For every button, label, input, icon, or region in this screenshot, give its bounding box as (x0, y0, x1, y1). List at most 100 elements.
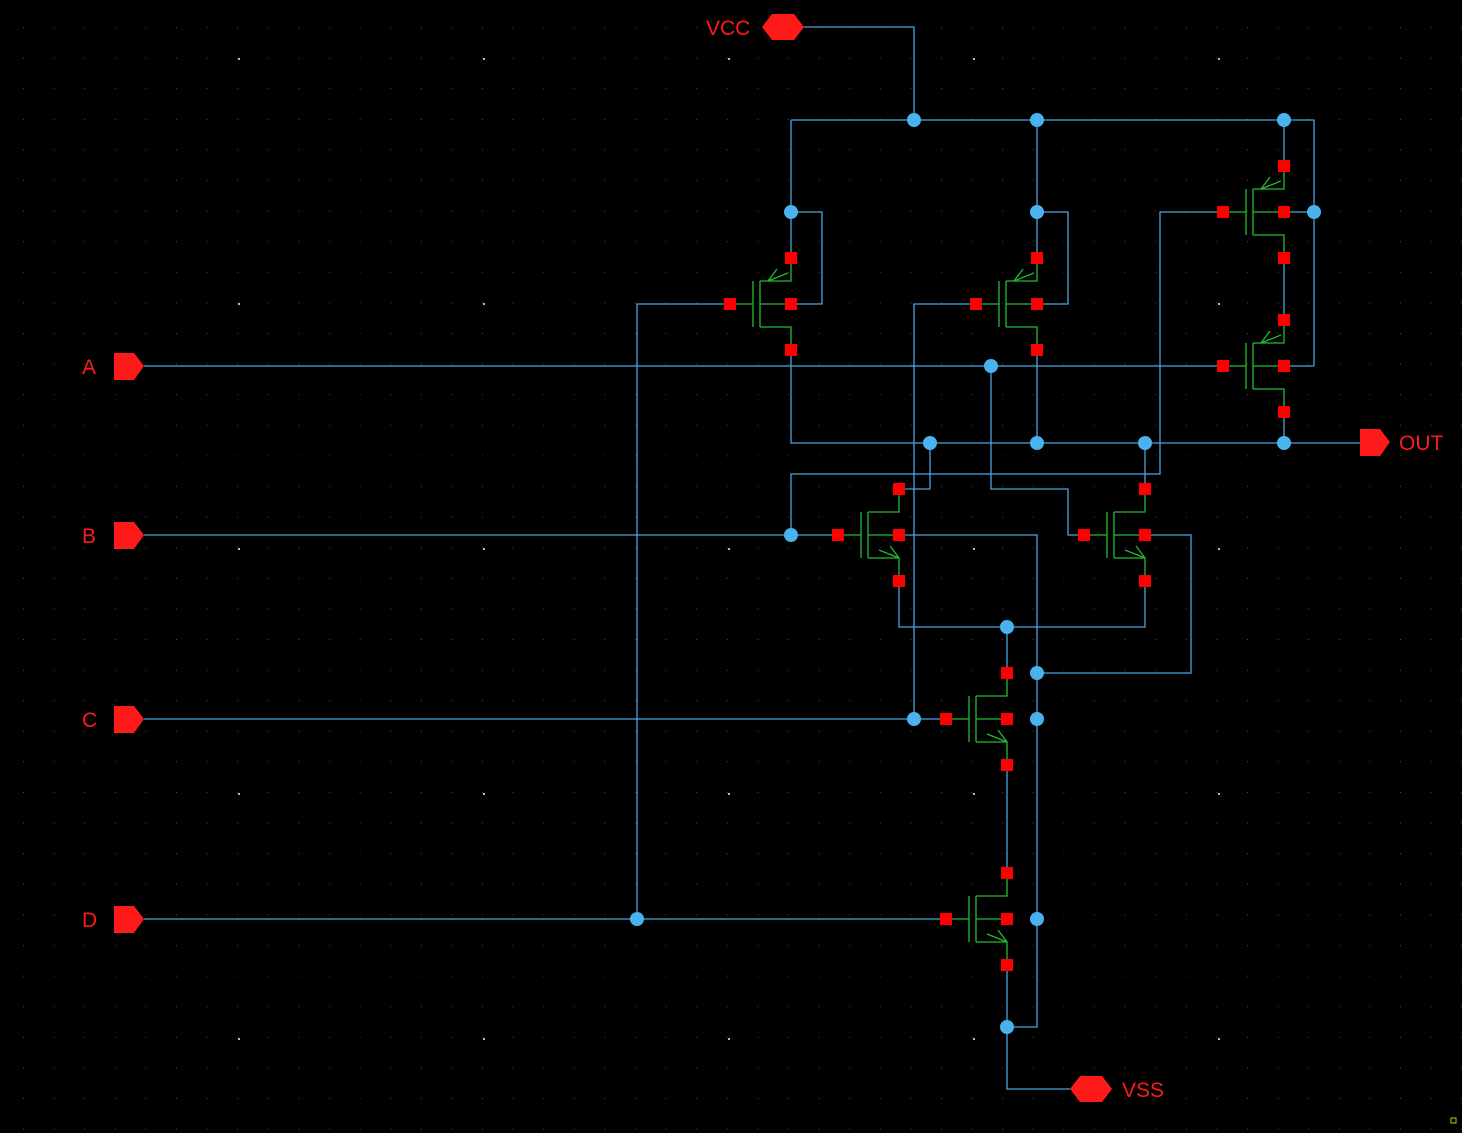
transistor-terminal[interactable] (1001, 913, 1013, 925)
grid-dot (329, 639, 330, 640)
transistor-terminal[interactable] (970, 298, 982, 310)
grid-dot (1124, 363, 1126, 365)
transistor-m6[interactable] (1084, 489, 1146, 581)
transistor-terminal[interactable] (1001, 667, 1013, 679)
grid-dot (390, 1067, 392, 1069)
grid-dot (696, 516, 698, 518)
grid-dot (1247, 700, 1248, 702)
grid-dot (114, 88, 116, 90)
grid-dot (1369, 88, 1371, 90)
grid-dot (1308, 302, 1310, 304)
transistor-m1[interactable] (730, 258, 792, 350)
grid-dot (1338, 149, 1340, 151)
pin-b[interactable]: B (82, 522, 144, 549)
transistor-m8[interactable] (946, 873, 1008, 965)
grid-dot (1216, 363, 1218, 365)
transistor-terminal[interactable] (1217, 206, 1229, 218)
pin-a[interactable]: A (82, 353, 144, 380)
transistor-m7[interactable] (946, 673, 1008, 765)
transistor-m2[interactable] (976, 258, 1038, 350)
transistor-terminal[interactable] (832, 529, 844, 541)
grid-dot (267, 394, 269, 396)
grid-dot (145, 210, 147, 212)
transistor-terminal[interactable] (940, 713, 952, 725)
grid-dot (84, 914, 86, 916)
transistor-terminal[interactable] (1078, 529, 1090, 541)
grid-dot (23, 669, 24, 671)
grid-dot (1216, 88, 1218, 90)
transistor-terminal[interactable] (1278, 406, 1290, 418)
grid-dot (237, 1067, 239, 1069)
transistor-terminal[interactable] (1031, 252, 1043, 264)
grid-dot-major (483, 303, 485, 305)
grid-dot (420, 210, 422, 212)
grid-dot (1308, 1128, 1310, 1130)
transistor-m3[interactable] (1223, 166, 1285, 258)
transistor-terminal[interactable] (1031, 298, 1043, 310)
grid-dot (635, 761, 636, 763)
grid-dot (757, 88, 759, 90)
grid-dot (879, 639, 881, 640)
grid-dot (1032, 883, 1034, 885)
pin-c[interactable]: C (82, 706, 144, 733)
transistor-terminal[interactable] (1031, 344, 1043, 356)
pin-out[interactable]: OUT (1360, 429, 1444, 456)
grid-dot (390, 27, 392, 28)
transistor-terminal[interactable] (724, 298, 736, 310)
grid-dot (1185, 57, 1187, 59)
grid-dot (635, 577, 636, 579)
grid-dot (1185, 608, 1187, 610)
transistor-terminal[interactable] (893, 575, 905, 587)
grid-dot (1247, 822, 1248, 824)
pin-d[interactable]: D (82, 906, 144, 933)
transistor-terminal[interactable] (1139, 575, 1151, 587)
transistor-terminal[interactable] (785, 252, 797, 264)
transistor-terminal[interactable] (893, 483, 905, 495)
transistor-terminal[interactable] (1278, 206, 1290, 218)
grid-dot (573, 761, 575, 763)
grid-dot (114, 424, 116, 426)
grid-dot (1247, 792, 1248, 793)
transistor-terminal[interactable] (893, 529, 905, 541)
transistor-terminal[interactable] (1278, 160, 1290, 172)
transistor-terminal[interactable] (785, 298, 797, 310)
transistor-terminal[interactable] (1278, 252, 1290, 264)
grid-dot (329, 914, 330, 916)
grid-dot (696, 271, 698, 273)
grid-dot (788, 455, 789, 457)
grid-dot (726, 761, 728, 763)
transistor-terminal[interactable] (1001, 713, 1013, 725)
grid-dot (757, 333, 759, 334)
transistor-terminal[interactable] (1001, 959, 1013, 971)
transistor-terminal[interactable] (1217, 360, 1229, 372)
grid-dot (1063, 88, 1065, 90)
grid-dot (1400, 1098, 1401, 1099)
grid-dot (482, 241, 483, 243)
grid-dot (512, 761, 514, 763)
transistors (730, 166, 1285, 965)
transistor-terminal[interactable] (785, 344, 797, 356)
transistor-terminal[interactable] (940, 913, 952, 925)
pin-vcc[interactable]: VCC (706, 14, 804, 40)
grid-dot (329, 516, 330, 518)
transistor-m4[interactable] (1223, 320, 1285, 412)
transistor-m5[interactable] (838, 489, 900, 581)
grid-dot (757, 210, 759, 212)
transistor-terminal[interactable] (1001, 867, 1013, 879)
transistor-terminal[interactable] (1278, 314, 1290, 326)
grid-dot (390, 1128, 392, 1130)
grid-dot (1216, 180, 1218, 181)
transistor-terminal[interactable] (1139, 529, 1151, 541)
transistor-terminal[interactable] (1139, 483, 1151, 495)
transistor-terminal[interactable] (1278, 360, 1290, 372)
grid-dot (23, 424, 24, 426)
transistor-terminal[interactable] (1001, 759, 1013, 771)
grid-dot (757, 945, 759, 946)
grid-dot (1430, 792, 1432, 793)
grid-dot (635, 302, 636, 304)
pin-vss[interactable]: VSS (1070, 1076, 1164, 1102)
grid-dot (941, 608, 942, 610)
grid-dot-major (238, 58, 240, 60)
grid-dot (176, 88, 177, 90)
